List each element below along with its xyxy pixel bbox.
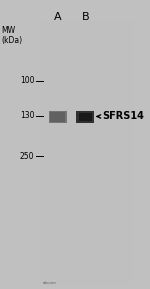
Text: 130: 130	[20, 111, 34, 120]
Bar	[41, 20, 134, 286]
Text: B: B	[82, 12, 89, 22]
Text: A: A	[54, 12, 62, 22]
Text: SFRS14: SFRS14	[103, 112, 144, 121]
Text: abcam: abcam	[43, 281, 57, 285]
Text: 250: 250	[20, 151, 34, 161]
Text: MW
(kDa): MW (kDa)	[1, 26, 22, 45]
Bar	[41, 20, 134, 286]
Bar	[49, 111, 67, 123]
Text: 100: 100	[20, 76, 34, 86]
Bar	[79, 113, 92, 121]
Bar	[50, 112, 65, 122]
Bar	[76, 111, 94, 123]
